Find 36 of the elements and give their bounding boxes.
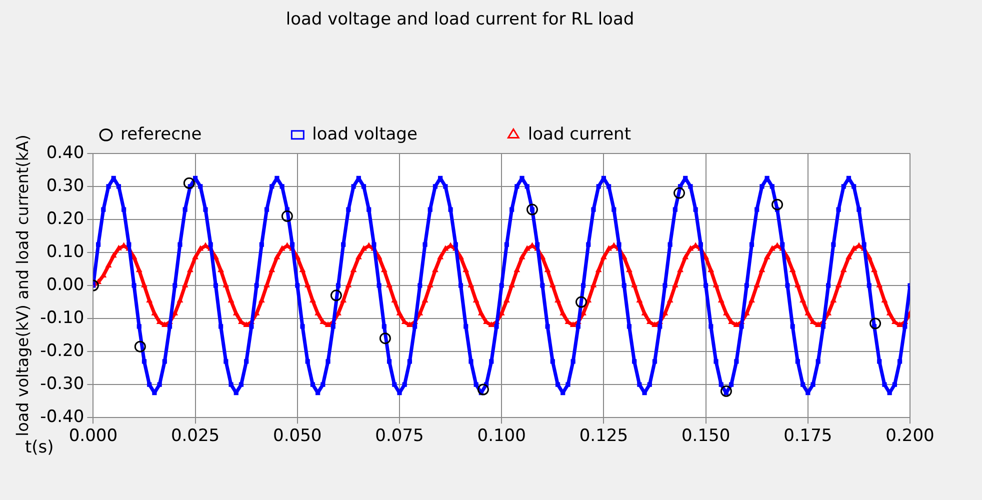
- point: [526, 204, 538, 216]
- y-tick-label: 0.00: [46, 274, 84, 295]
- y-tick-label: -0.20: [40, 340, 84, 361]
- x-axis-title: t(s): [25, 438, 54, 458]
- y-tick-label: -0.30: [40, 374, 84, 394]
- x-tick-label: 0.150: [681, 426, 730, 446]
- point: [674, 187, 685, 199]
- point: [281, 210, 293, 222]
- y-axis-title: load voltage(kV) and load current(kA): [12, 134, 32, 436]
- y-tick-label: 0.10: [46, 242, 84, 262]
- point: [379, 332, 391, 344]
- point: [330, 290, 342, 302]
- y-tick-label: -0.40: [40, 407, 84, 428]
- point: [870, 318, 882, 330]
- point: [575, 296, 587, 308]
- x-tick-label: 0.175: [784, 426, 832, 446]
- legend-label: load current: [528, 124, 632, 144]
- point: [477, 384, 489, 396]
- y-tick-label: -0.10: [40, 308, 84, 328]
- x-tick-label: 0.000: [68, 426, 118, 446]
- point: [772, 198, 784, 210]
- point: [183, 177, 195, 189]
- point: [720, 385, 732, 397]
- y-tick-label: 0.30: [46, 176, 84, 196]
- x-tick-label: 0.100: [477, 426, 526, 446]
- chart-title: load voltage and load current for RL load: [286, 10, 634, 30]
- legend-label: referecne: [120, 124, 202, 144]
- legend-label: load voltage: [312, 124, 418, 144]
- point: [134, 340, 146, 352]
- x-tick-label: 0.200: [886, 426, 934, 446]
- x-tick-label: 0.050: [273, 426, 322, 446]
- y-tick-label: 0.40: [46, 142, 84, 163]
- x-tick-label: 0.075: [375, 426, 424, 446]
- x-tick-label: 0.025: [170, 426, 220, 446]
- y-tick-label: 0.20: [46, 208, 84, 229]
- x-tick-label: 0.125: [579, 426, 628, 446]
